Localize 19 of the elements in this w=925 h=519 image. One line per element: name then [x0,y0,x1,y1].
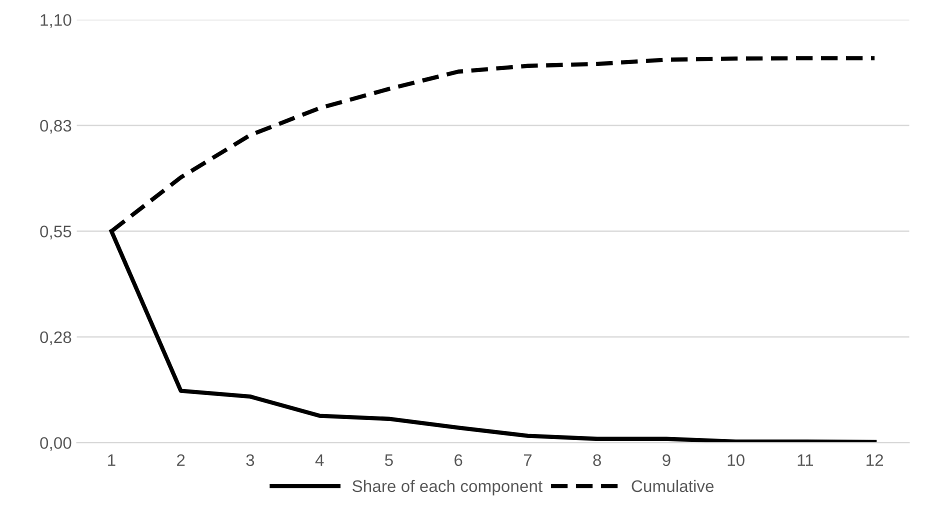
x-tick-label: 7 [524,454,532,466]
y-tick-label: 0,83 [40,120,72,134]
legend-label: Cumulative [632,480,714,492]
x-tick-label: 1 [108,454,116,466]
x-tick-label: 4 [315,454,324,466]
y-tick-label: 0,28 [40,331,72,346]
y-tick-label: 0,55 [40,226,72,240]
x-tick-label: 6 [454,454,462,466]
x-tick-label: 9 [662,454,670,466]
y-tick-label: 0,00 [40,437,72,451]
x-tick-label: 11 [798,454,814,466]
x-tick-label: 8 [593,454,601,466]
x-tick-label: 5 [384,454,393,466]
x-tick-label: 10 [728,454,744,466]
y-tick-label: 1,10 [40,14,72,28]
legend-label: Share of each component [352,480,542,496]
x-tick-label: 3 [246,454,254,466]
x-tick-label: 2 [177,454,185,466]
x-tick-label: 12 [866,454,884,466]
